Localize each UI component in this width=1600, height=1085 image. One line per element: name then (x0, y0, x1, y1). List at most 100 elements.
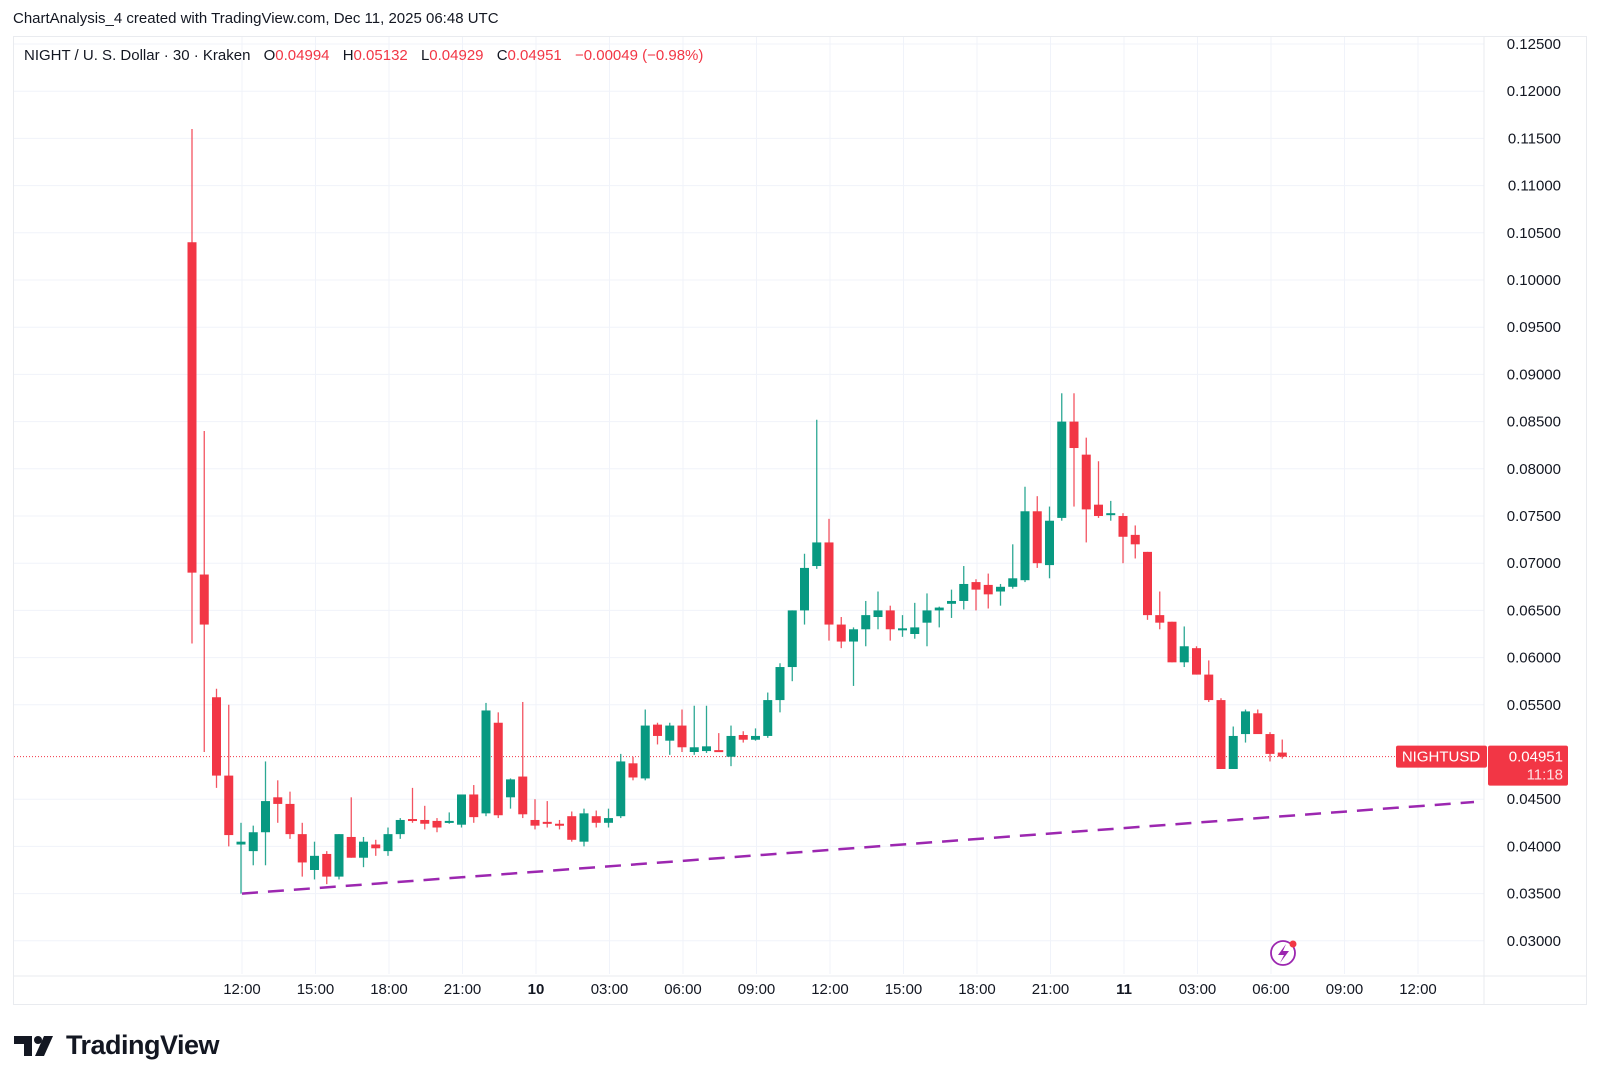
candle-body-up (873, 610, 883, 618)
candle-body-up (689, 747, 699, 752)
y-tick-label: 0.09500 (1507, 319, 1561, 336)
y-tick-label: 0.03000 (1507, 933, 1561, 950)
candle-body-up (248, 832, 258, 852)
candle-body-up (947, 600, 956, 604)
candle-body-down (1167, 621, 1177, 663)
candle-body-up (640, 725, 650, 779)
candle-body-up (1008, 578, 1018, 587)
y-tick-label: 0.09000 (1507, 366, 1561, 383)
candle-body-down (971, 582, 981, 590)
chart-frame (13, 36, 1587, 1005)
candle-body-down (420, 819, 430, 824)
candle-body-up (702, 746, 711, 752)
symbol-tag-label: NIGHTUSD (1402, 749, 1481, 766)
candle-body-up (959, 583, 969, 601)
candle-body-down (1277, 752, 1287, 757)
tradingview-logo[interactable]: TradingView (14, 1030, 220, 1061)
x-tick-label: 10 (528, 981, 545, 998)
candle-body-up (236, 841, 246, 845)
candle-body-down (1032, 511, 1042, 564)
lightning-icon-bolt (1278, 944, 1289, 963)
y-tick-label: 0.10000 (1507, 272, 1561, 289)
support-trendline[interactable] (241, 800, 1475, 895)
high-value: 0.05132 (353, 47, 408, 64)
candle-body-up (726, 735, 736, 757)
candle-body-down (224, 775, 234, 836)
candle-body-down (824, 542, 834, 625)
y-tick-label: 0.07500 (1507, 508, 1561, 525)
x-tick-label: 12:00 (1399, 981, 1437, 998)
y-tick-label: 0.12000 (1507, 83, 1561, 100)
candle-body-down (1094, 504, 1103, 516)
x-tick-label: 18:00 (370, 981, 408, 998)
candle-body-down (518, 776, 528, 815)
x-tick-label: 06:00 (664, 981, 702, 998)
candle-body-up (775, 667, 785, 701)
candle-body-down (567, 816, 577, 840)
candle-body-up (787, 610, 797, 668)
candle-body-down (1130, 534, 1140, 545)
x-tick-label: 18:00 (958, 981, 996, 998)
candle-body-down (677, 725, 687, 748)
candle-body-down (591, 816, 601, 823)
candle-body-up (383, 834, 393, 852)
lightning-icon[interactable] (1270, 940, 1296, 966)
candle-body-up (261, 801, 270, 833)
candle-body-down (1143, 551, 1152, 616)
bar-countdown-label: 11:18 (1527, 767, 1563, 784)
candle-body-down (555, 823, 564, 826)
candle-body-up (849, 629, 858, 642)
x-tick-label: 09:00 (738, 981, 776, 998)
candle-body-down (530, 819, 540, 826)
candle-body-up (579, 813, 589, 842)
candle-body-down (187, 242, 197, 573)
candle-body-down (1204, 674, 1214, 701)
candle-body-down (983, 584, 993, 595)
candle-body-up (1241, 711, 1250, 735)
candle-body-down (542, 821, 552, 824)
x-tick-label: 11 (1116, 981, 1132, 998)
candle-body-up (1020, 511, 1030, 581)
candle-body-up (934, 607, 944, 611)
symbol-tag (1396, 745, 1487, 768)
x-tick-label: 06:00 (1252, 981, 1290, 998)
tradingview-logo-icon (14, 1035, 53, 1056)
candle-body-down (285, 803, 295, 835)
y-tick-label: 0.03500 (1507, 886, 1561, 903)
candle-body-down (273, 797, 283, 804)
candle-body-down (371, 844, 381, 849)
candle-body-down (885, 610, 895, 630)
candle-body-down (1069, 421, 1079, 449)
candle-body-down (714, 750, 724, 753)
candle-body-up (665, 725, 675, 741)
last-price-label: 0.04951 (1509, 749, 1563, 766)
candle-body-up (310, 855, 319, 870)
x-tick-label: 21:00 (1032, 981, 1070, 998)
candle-body-up (334, 834, 344, 877)
candle-body-down (322, 853, 332, 877)
candle-body-up (800, 567, 809, 611)
y-tick-label: 0.11000 (1508, 178, 1561, 195)
candle-body-down (1265, 734, 1275, 754)
candle-body-down (212, 697, 221, 776)
x-tick-label: 15:00 (885, 981, 923, 998)
candle-body-up (996, 586, 1005, 592)
candle-body-up (616, 761, 626, 817)
candle-body-down (836, 624, 846, 642)
candle-body-up (751, 735, 760, 740)
y-tick-label: 0.04500 (1507, 791, 1561, 808)
last-price-tag (1488, 745, 1568, 786)
candle-body-down (493, 722, 503, 816)
symbol-description[interactable]: NIGHT / U. S. Dollar · 30 · Kraken (24, 47, 251, 64)
open-value: 0.04994 (275, 47, 330, 64)
candle-body-up (910, 627, 920, 634)
notification-dot (1289, 940, 1297, 948)
candle-body-down (1081, 454, 1091, 510)
candle-body-down (1216, 700, 1226, 769)
x-tick-label: 09:00 (1326, 981, 1364, 998)
y-tick-label: 0.10500 (1507, 225, 1561, 242)
x-tick-label: 21:00 (444, 981, 482, 998)
y-tick-label: 0.05500 (1507, 697, 1561, 714)
y-tick-label: 0.06500 (1507, 602, 1561, 619)
